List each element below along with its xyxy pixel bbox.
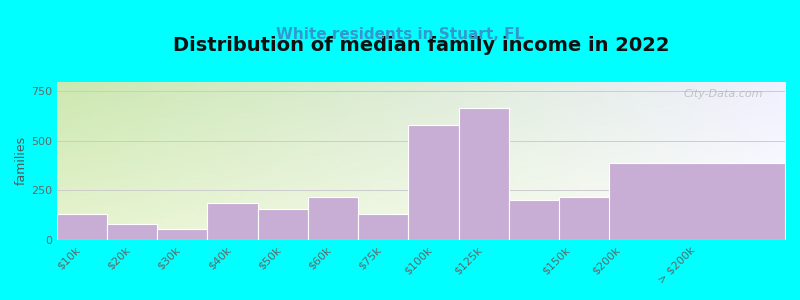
Bar (258, 209, 308, 240)
Bar (358, 214, 408, 240)
Bar (308, 197, 358, 240)
Text: White residents in Stuart, FL: White residents in Stuart, FL (276, 27, 524, 42)
Y-axis label: families: families (15, 136, 28, 185)
Bar (57, 214, 107, 240)
Bar (509, 200, 634, 240)
Title: Distribution of median family income in 2022: Distribution of median family income in … (173, 36, 669, 55)
Text: City-Data.com: City-Data.com (684, 89, 763, 100)
Bar (158, 229, 207, 240)
Bar (107, 224, 158, 240)
Bar (610, 163, 785, 240)
Bar (408, 125, 458, 240)
Bar (458, 108, 509, 240)
Bar (559, 197, 685, 240)
Bar (207, 203, 258, 240)
